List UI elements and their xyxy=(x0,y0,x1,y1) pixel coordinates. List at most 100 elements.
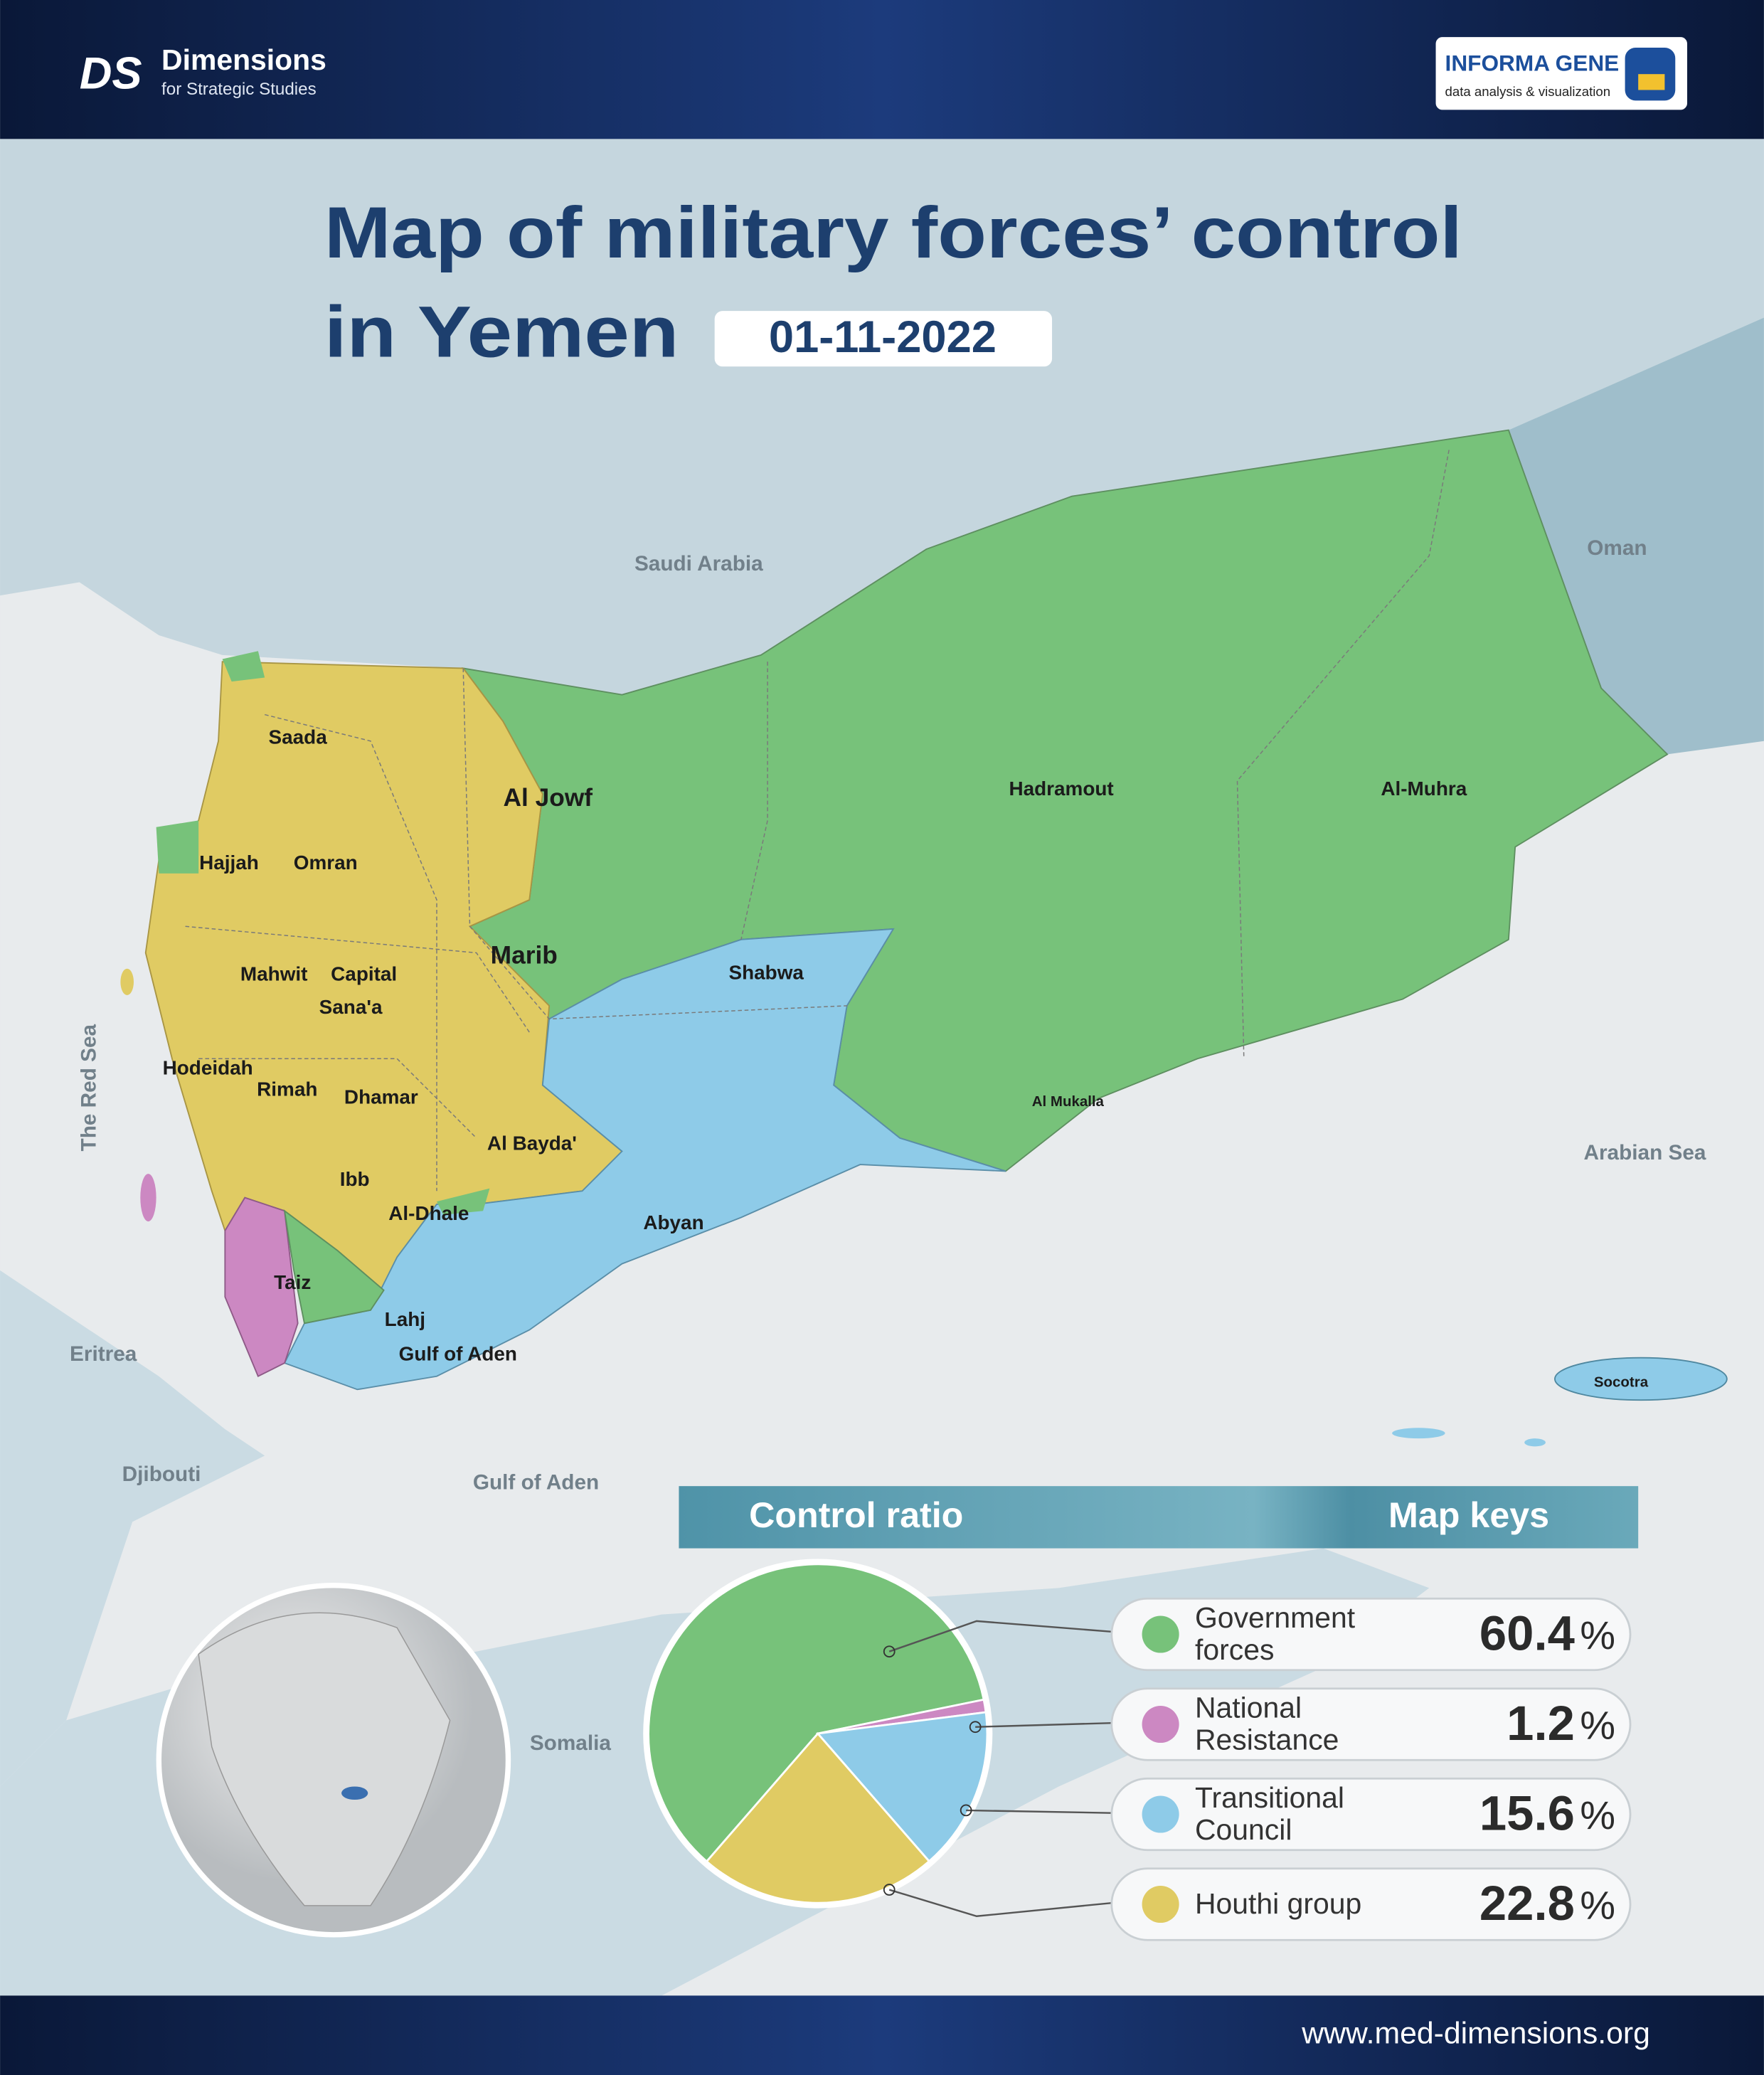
region-label: Rimah xyxy=(257,1078,317,1100)
region-label: Sana'a xyxy=(319,996,383,1018)
province-border xyxy=(185,925,530,1033)
region-label: Al Bayda' xyxy=(487,1132,577,1155)
legend-value: 1.2 xyxy=(1507,1696,1575,1751)
title: in Yemen xyxy=(324,290,679,372)
leader-dot xyxy=(883,1645,896,1658)
date-box xyxy=(714,311,1053,367)
legend-value: 22.8 xyxy=(1479,1876,1575,1931)
region-label: Al-Muhra xyxy=(1381,778,1467,800)
legend-swatch xyxy=(1142,1885,1179,1923)
region-label: Hadramout xyxy=(1009,778,1113,800)
island-label: Socotra xyxy=(1594,1374,1649,1390)
country-label: Somalia xyxy=(530,1731,612,1755)
legend-title: Map keys xyxy=(1388,1495,1549,1535)
leader-line xyxy=(966,1809,1112,1814)
legend-label-box: Houthi group xyxy=(1194,1886,1362,1921)
region-transitional xyxy=(283,928,1006,1391)
legend-pill xyxy=(1110,1597,1632,1672)
footer-bar xyxy=(0,1995,1764,2075)
region-label: Dhamar xyxy=(344,1086,418,1108)
legend-label-box: Government forces xyxy=(1195,1602,1355,1665)
legend-swatch xyxy=(1142,1705,1179,1744)
island xyxy=(1392,1428,1445,1439)
region-national xyxy=(224,1196,299,1378)
leader-dot xyxy=(883,1884,896,1896)
legend-swatch xyxy=(1142,1615,1179,1653)
region-label: Saada xyxy=(269,726,328,748)
region-label: Mahwit xyxy=(240,962,308,985)
region-government xyxy=(283,1209,385,1325)
pie-slice xyxy=(816,1711,989,1863)
title: Map of military forces’ control xyxy=(324,191,1462,273)
partner-logo xyxy=(1638,74,1665,90)
island-socotra xyxy=(1554,1357,1728,1401)
chart-header-bar xyxy=(679,1486,1639,1549)
island xyxy=(140,1174,156,1222)
partner-subtitle: data analysis & visualization xyxy=(1445,84,1611,99)
legend-value: 15.6 xyxy=(1479,1785,1575,1840)
partner-box xyxy=(1435,37,1688,110)
legend-swatch xyxy=(1142,1795,1179,1833)
chart-title: Control ratio xyxy=(749,1495,963,1535)
leader-dot xyxy=(969,1721,982,1734)
legend-label: Houthi group xyxy=(1194,1886,1362,1921)
island xyxy=(1524,1438,1546,1447)
region-label: Hodeidah xyxy=(163,1057,253,1079)
region-label: Taiz xyxy=(274,1271,311,1293)
province-border xyxy=(740,662,768,940)
region-label: Al-Dhale xyxy=(388,1202,469,1224)
globe-land xyxy=(198,1612,451,1906)
island xyxy=(120,968,134,995)
pie xyxy=(647,1563,989,1904)
region-government xyxy=(436,1188,490,1215)
partner: INFORMA GENE xyxy=(1445,51,1620,76)
region-label: Ibb xyxy=(340,1168,370,1190)
region-label: Omran xyxy=(294,851,358,874)
date: 01-11-2022 xyxy=(769,312,997,362)
legend-label-box: National Resistance xyxy=(1194,1691,1339,1756)
region-government xyxy=(156,820,199,874)
sea-label: The Red Sea xyxy=(77,1024,100,1151)
footer-url: www.med-dimensions.org xyxy=(1301,2016,1650,2050)
legend-unit: % xyxy=(1580,1882,1615,1927)
region-label: Al Mukalla xyxy=(1032,1093,1105,1110)
legend: Government forces 60.4 % National Resistanc… xyxy=(1110,1597,1632,1941)
leader-line xyxy=(888,1620,1112,1652)
leader-line xyxy=(888,1889,1112,1917)
legend-label-box: Transitional Council xyxy=(1194,1781,1345,1847)
legend-value: 60.4 xyxy=(1479,1606,1575,1660)
land-saudi xyxy=(0,139,1764,695)
province-border xyxy=(1236,450,1450,1059)
region-label: Hajjah xyxy=(199,851,259,874)
legend-unit: % xyxy=(1580,1793,1615,1837)
leader-line xyxy=(975,1721,1112,1728)
country-label: Djibouti xyxy=(122,1463,201,1486)
region-label: Marib xyxy=(491,941,558,969)
legend-label: Transitional Council xyxy=(1194,1781,1345,1847)
legend-pill xyxy=(1110,1687,1632,1761)
pie-slice xyxy=(647,1563,985,1863)
brand-subtitle: for Strategic Studies xyxy=(161,80,317,99)
legend-unit: % xyxy=(1580,1613,1615,1657)
region-label: Gulf of Aden xyxy=(399,1342,517,1364)
country-label: Oman xyxy=(1587,536,1647,560)
logo-mark: DS xyxy=(80,49,142,99)
province-border xyxy=(198,1058,477,1139)
land-africa xyxy=(0,1270,265,1787)
legend-label: National Resistance xyxy=(1194,1691,1339,1756)
country-label: Saudi Arabia xyxy=(634,552,763,575)
region-label: Abyan xyxy=(643,1211,703,1233)
legend-unit: % xyxy=(1580,1702,1615,1747)
region-government xyxy=(222,651,265,682)
region-label: Capital xyxy=(331,962,397,985)
region-label: Lahj xyxy=(385,1308,425,1330)
globe-yemen xyxy=(341,1786,368,1800)
pie-slice xyxy=(705,1731,931,1904)
legend-pill xyxy=(1110,1867,1632,1941)
region-label: Shabwa xyxy=(729,962,804,984)
map-labels: Saudi Arabia Oman The Red Sea Eritrea Dj… xyxy=(70,536,1706,1755)
province-border xyxy=(462,668,847,1020)
